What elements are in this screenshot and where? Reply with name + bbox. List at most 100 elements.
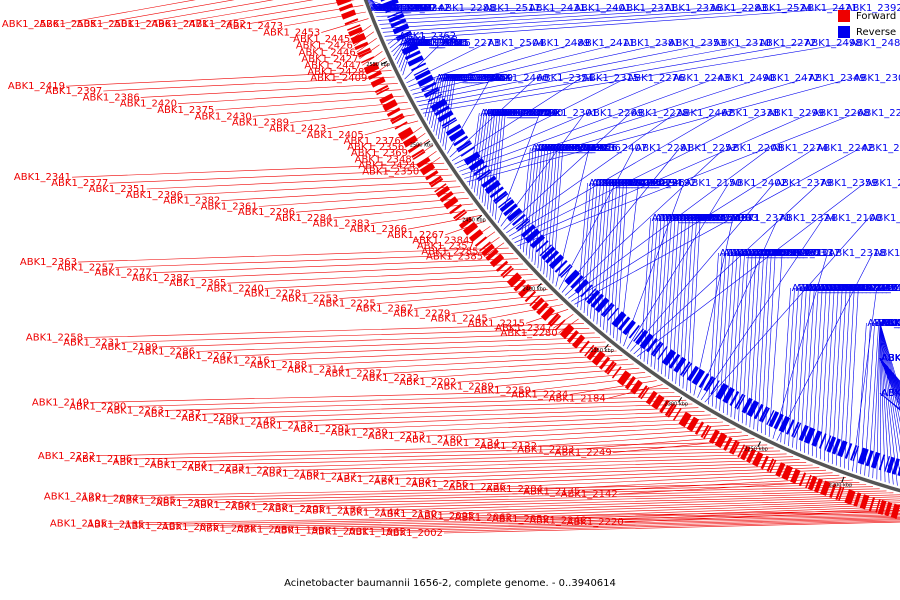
reverse-gene-glyph [414, 69, 431, 81]
forward-gene-glyph [686, 416, 697, 431]
reverse-gene-label: ABK1_2037 [881, 353, 900, 364]
legend-label-forward: Forward [856, 10, 897, 22]
forward-gene-glyph [859, 494, 867, 509]
reverse-gene-glyph [860, 448, 869, 465]
genome-caption: Acinetobacter baumannii 1656-2, complete… [284, 578, 616, 589]
reverse-gene-glyph [558, 263, 572, 277]
forward-gene-label: ABK1_2430 [195, 111, 252, 122]
forward-leader-line [288, 492, 894, 508]
reverse-gene-glyph [736, 394, 746, 410]
reverse-leader-line [503, 112, 631, 230]
forward-gene-label: ABK1_2426 [296, 41, 353, 52]
reverse-gene-glyph [481, 175, 497, 189]
forward-leader-line [406, 520, 900, 533]
forward-leader-line [176, 486, 873, 501]
forward-gene-glyph [746, 448, 756, 464]
forward-leader-line [569, 380, 657, 395]
reverse-gene-label: ABK1_1966 [881, 388, 900, 399]
reverse-gene-label: ABK1_2112 [881, 318, 900, 329]
reverse-leader-line [734, 252, 745, 420]
reverse-leader-line [368, 0, 372, 9]
forward-gene-label: ABK1_2259 [474, 386, 531, 397]
forward-gene-glyph [430, 177, 444, 188]
forward-gene-label: ABK1_2405 [307, 130, 364, 141]
forward-leader-line [356, 38, 377, 53]
forward-gene-glyph [700, 424, 710, 438]
reverse-leader-line [571, 147, 816, 302]
reverse-leader-line [776, 252, 873, 441]
forward-gene-glyph [737, 444, 746, 458]
forward-leader-line [171, 0, 314, 25]
reverse-gene-glyph [383, 0, 399, 9]
forward-gene-glyph [890, 503, 898, 518]
forward-leader-line [431, 467, 820, 482]
reverse-leader-line [393, 42, 404, 57]
reverse-gene-glyph [650, 341, 662, 356]
forward-gene-glyph [536, 302, 549, 315]
forward-gene-glyph [571, 334, 584, 348]
reverse-gene-label: ABK1_2416 [537, 143, 594, 154]
reverse-leader-line [686, 217, 697, 391]
reverse-gene-glyph [657, 346, 668, 360]
reverse-leader-line [471, 112, 483, 189]
forward-gene-glyph [751, 451, 762, 466]
forward-leader-line [289, 108, 412, 123]
reverse-leader-line [827, 287, 839, 463]
forward-gene-label: ABK1_2202 [399, 377, 456, 388]
reverse-gene-glyph [387, 10, 403, 19]
reverse-gene-glyph [652, 342, 664, 357]
forward-gene-glyph [760, 455, 769, 470]
reverse-gene-glyph [613, 312, 627, 328]
reverse-gene-glyph [405, 50, 421, 60]
forward-gene-glyph [394, 121, 408, 130]
forward-gene-label: ABK1_2284 [275, 213, 332, 224]
forward-leader-line [209, 0, 355, 25]
forward-gene-label: ABK1_2396 [126, 190, 183, 201]
forward-gene-label: ABK1_2234 [511, 390, 568, 401]
reverse-gene-label: ABK1_2035 [881, 353, 900, 364]
reverse-gene-label: ABK1_2174 [683, 213, 740, 224]
reverse-gene-label: ABK1_2152 [843, 283, 900, 294]
reverse-leader-line [879, 357, 900, 397]
reverse-leader-line [420, 42, 804, 110]
reverse-gene-label: ABK1_2242 [817, 143, 874, 154]
reverse-gene-glyph [520, 224, 536, 238]
reverse-gene-label: ABK1_2488 [443, 73, 500, 84]
reverse-gene-label: ABK1_2125 [867, 318, 900, 329]
reverse-gene-label: ABK1_1989 [881, 388, 900, 399]
forward-gene-glyph [439, 191, 454, 203]
reverse-gene-label: ABK1_2359 [821, 178, 878, 189]
reverse-gene-glyph [418, 76, 435, 87]
reverse-gene-glyph [778, 415, 789, 432]
forward-leader-line [109, 168, 449, 184]
forward-leader-line [134, 0, 274, 25]
scale-tick-label: 2250 kbp [744, 447, 768, 453]
reverse-leader-line [654, 217, 665, 370]
forward-gene-label: ABK1_2205 [268, 504, 325, 515]
reverse-gene-label: ABK1_2353 [669, 38, 726, 49]
forward-gene-label: ABK1_2286 [138, 347, 195, 358]
reverse-leader-line [414, 42, 668, 99]
reverse-gene-glyph [786, 419, 795, 435]
reverse-swatch [838, 26, 850, 38]
reverse-gene-glyph [646, 338, 658, 353]
reverse-leader-line [879, 322, 900, 398]
forward-gene-label: ABK1_2134 [443, 438, 500, 449]
reverse-gene-glyph [748, 401, 759, 417]
reverse-leader-line [745, 252, 757, 426]
reverse-gene-label: ABK1_2421 [801, 3, 858, 14]
reverse-gene-glyph [392, 23, 409, 33]
reverse-leader-line [879, 322, 890, 484]
reverse-gene-glyph [548, 254, 563, 268]
forward-gene-label: ABK1_2257 [57, 262, 114, 273]
scale-tick-label: 2200 kbp [829, 482, 853, 488]
reverse-gene-label: ABK1_2344 [493, 108, 550, 119]
forward-leader-line [443, 521, 900, 534]
reverse-leader-line [749, 252, 761, 428]
forward-gene-label: ABK1_2473 [226, 21, 283, 32]
reverse-leader-line [860, 322, 871, 475]
reverse-gene-label: ABK1_2043 [881, 353, 900, 364]
reverse-gene-label: ABK1_2227 [615, 178, 672, 189]
forward-leader-line [219, 514, 900, 528]
forward-leader-line [413, 294, 553, 309]
